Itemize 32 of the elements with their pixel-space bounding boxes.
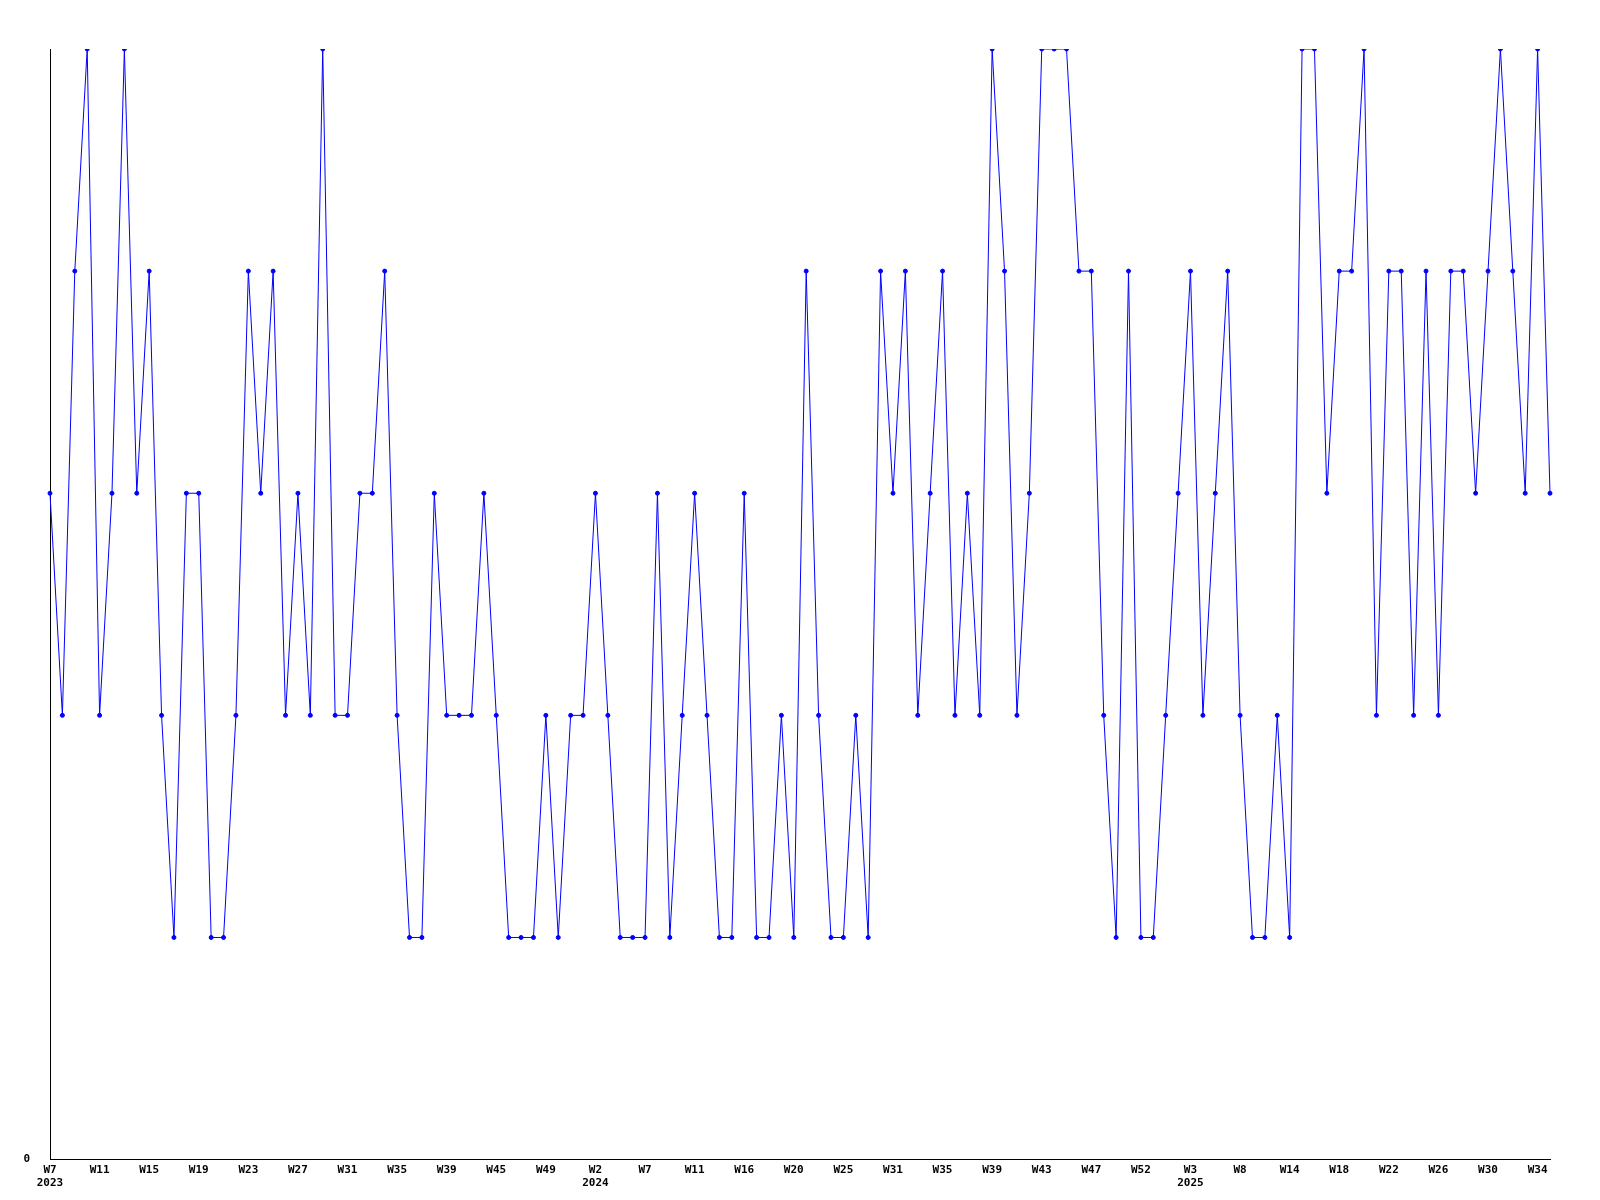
x-tick-label: W35: [932, 1163, 953, 1177]
text: 0: [23, 1152, 30, 1166]
x-tick-label: W45: [486, 1163, 507, 1177]
x-tick-label: W20: [783, 1163, 804, 1177]
x-tick-label: W27: [288, 1163, 308, 1177]
x-tick-label: W3 2025: [1177, 1163, 1204, 1190]
x-tick-label: W16: [734, 1163, 755, 1177]
x-tick-label: W15: [139, 1163, 160, 1177]
x-tick-label: W18: [1329, 1163, 1350, 1177]
x-tick-label: W35: [387, 1163, 408, 1177]
x-tick-label: W19: [188, 1163, 209, 1177]
x-tick-label: W39: [436, 1163, 457, 1177]
x-tick-label: W2 2024: [582, 1163, 610, 1190]
x-tick-label: W49: [535, 1163, 556, 1177]
x-tick-label: W25: [833, 1163, 854, 1177]
x-tick-label: W8: [1233, 1163, 1247, 1177]
x-tick-label: W31: [883, 1163, 904, 1177]
x-tick-label: W34: [1527, 1163, 1548, 1177]
x-tick-label: W47: [1081, 1163, 1102, 1177]
x-tick-label: W26: [1428, 1163, 1449, 1177]
x-tick-label: W52: [1130, 1163, 1151, 1177]
x-tick-label: W31: [337, 1163, 358, 1177]
x-tick-label: W23: [238, 1163, 259, 1177]
x-tick-label: W39: [982, 1163, 1003, 1177]
x-tick-label: W14: [1279, 1163, 1300, 1177]
x-tick-label: W7 2023: [36, 1163, 64, 1190]
x-tick-label: W11: [684, 1163, 705, 1177]
x-tick-label: W30: [1478, 1163, 1498, 1177]
x-tick-label: W43: [1031, 1163, 1052, 1177]
x-tick-label: W22: [1378, 1163, 1399, 1177]
x-tick-label: W11: [89, 1163, 110, 1177]
x-tick-label: W7: [638, 1163, 652, 1177]
